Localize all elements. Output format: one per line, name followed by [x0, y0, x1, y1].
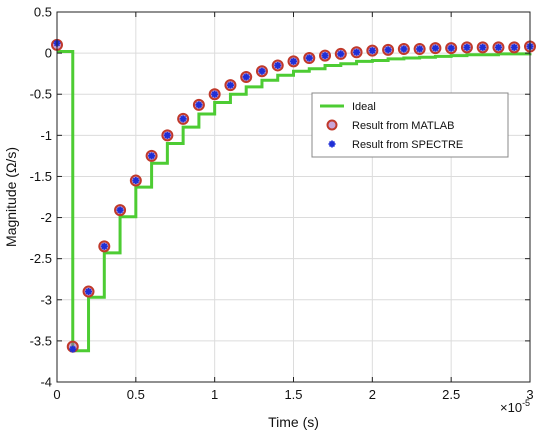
series-ideal-line [57, 49, 532, 353]
axis-ticks: 0 0.5 1 1.5 2 2.5 3 0.5 0 -0.5 -1 -1.5 -2 -2.5 -3 -3.5 -… [30, 5, 534, 403]
spectre-point [179, 115, 187, 123]
spectre-point [384, 46, 392, 54]
y-tick-label: -2.5 [30, 251, 52, 266]
legend-matlab-swatch [326, 119, 338, 131]
spectre-point [258, 67, 266, 75]
spectre-point [100, 242, 108, 250]
spectre-point [211, 90, 219, 98]
x-tick-label: 2 [369, 387, 376, 402]
legend-label: Result from MATLAB [352, 120, 455, 132]
spectre-point [416, 45, 424, 53]
spectre-point [305, 54, 313, 62]
spectre-point [510, 43, 518, 51]
x-tick-label: 0 [53, 387, 60, 402]
x-tick-label: 1 [211, 387, 218, 402]
legend-label: Ideal [352, 101, 376, 113]
y-axis-title: Magnitude (Ω/s) [3, 147, 19, 247]
y-tick-label: -1 [40, 128, 52, 143]
y-tick-label: 0 [45, 46, 52, 61]
y-tick-label: -3.5 [30, 333, 52, 348]
y-tick-label: 0.5 [34, 5, 52, 20]
y-tick-label: -3 [40, 292, 52, 307]
spectre-point [195, 101, 203, 109]
series-layer [51, 38, 536, 353]
y-tick-label: -2 [40, 210, 52, 225]
spectre-point [163, 131, 171, 139]
x-tick-label: 0.5 [127, 387, 145, 402]
x-axis-title: Time (s) [268, 414, 319, 430]
x-tick-label: 2.5 [442, 387, 460, 402]
spectre-point [494, 43, 502, 51]
legend-spectre-swatch [328, 140, 336, 148]
y-tick-label: -4 [40, 375, 52, 390]
x-tick-label: 3 [526, 387, 533, 402]
spectre-point [353, 48, 361, 56]
legend-box [311, 92, 509, 158]
spectre-point [321, 52, 329, 60]
spectre-point [148, 152, 156, 160]
spectre-point [132, 177, 140, 185]
spectre-point [69, 345, 77, 353]
spectre-point [463, 43, 471, 51]
spectre-point [85, 288, 93, 296]
spectre-point [400, 45, 408, 53]
spectre-point [447, 44, 455, 52]
spectre-point [290, 57, 297, 65]
spectre-point [274, 61, 282, 69]
x-axis-exponent-base: ×10 [500, 400, 522, 415]
grid [56, 11, 531, 383]
legend-label: Result from SPECTRE [352, 139, 463, 151]
spectre-point [116, 206, 124, 214]
x-axis-exponent: ×10-5 [500, 398, 530, 415]
x-axis-exponent-power: -5 [522, 398, 530, 408]
spectre-point [479, 43, 487, 51]
y-tick-label: -1.5 [30, 169, 52, 184]
spectre-point [242, 73, 250, 81]
y-tick-label: -0.5 [30, 87, 52, 102]
x-tick-label: 1.5 [284, 387, 302, 402]
legend-entries: Ideal Result from MATLAB Result from SPECT… [320, 101, 463, 151]
legend: Ideal Result from MATLAB Result from SPECT… [311, 92, 509, 158]
spectre-point [368, 47, 376, 55]
spectre-point [431, 44, 439, 52]
spectre-point [226, 81, 234, 89]
spectre-point [337, 50, 345, 58]
